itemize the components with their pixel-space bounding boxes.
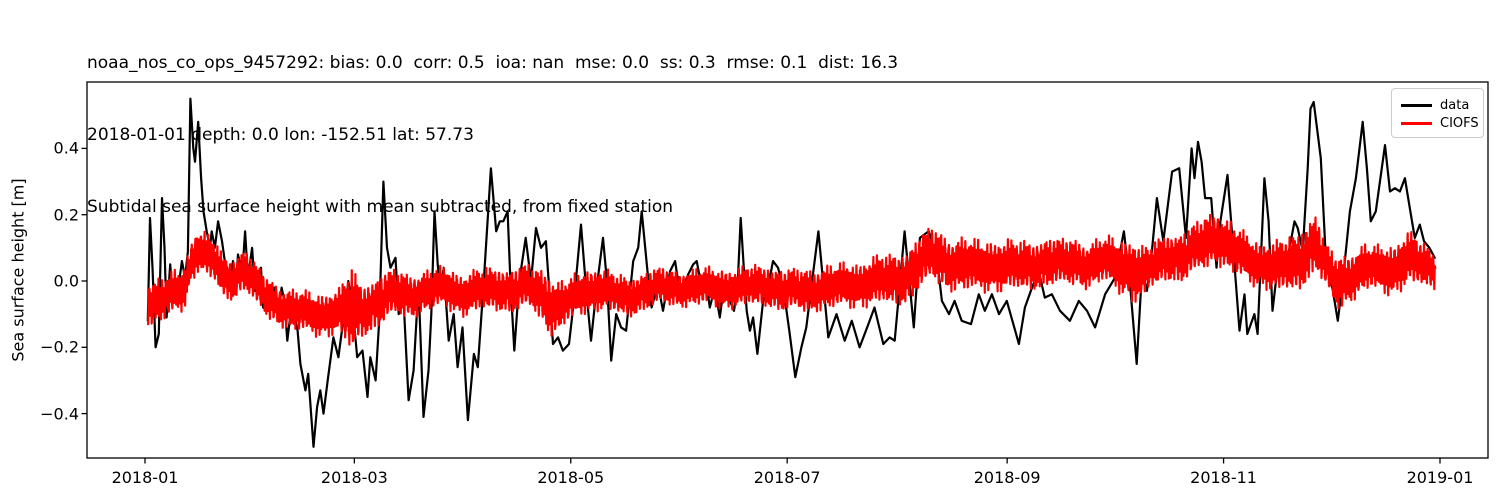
x-tick-label: 2018-09 [973, 468, 1041, 487]
legend-label: CIOFS [1440, 115, 1479, 131]
legend-item-data: data [1401, 96, 1483, 114]
y-tick-label: 0.2 [53, 205, 79, 225]
y-tick-label: 0.4 [53, 138, 79, 158]
x-tick-label: 2018-11 [1190, 468, 1257, 487]
legend-item-ciofs: CIOFS [1401, 114, 1483, 132]
title-station-line: 2018-01-01 depth: 0.0 lon: -152.51 lat: … [87, 125, 474, 145]
title-block: noaa_nos_co_ops_9457292: bias: 0.0 corr:… [87, 3, 898, 267]
x-tick-label: 2018-01 [111, 468, 179, 487]
x-tick-label: 2018-07 [753, 468, 821, 487]
legend-label: data [1440, 97, 1470, 113]
y-tick-label: 0.0 [53, 271, 79, 291]
y-tick-label: −0.2 [40, 337, 79, 357]
ciofs-line-swatch [1401, 121, 1432, 125]
y-tick-label: −0.4 [40, 404, 79, 424]
legend: data CIOFS [1391, 88, 1484, 138]
data-line-swatch [1401, 103, 1432, 107]
x-tick-label: 2018-03 [320, 468, 388, 487]
x-tick-label: 2019-01 [1406, 468, 1474, 487]
x-tick-label: 2018-05 [537, 468, 605, 487]
title-metrics-line: noaa_nos_co_ops_9457292: bias: 0.0 corr:… [87, 53, 899, 73]
